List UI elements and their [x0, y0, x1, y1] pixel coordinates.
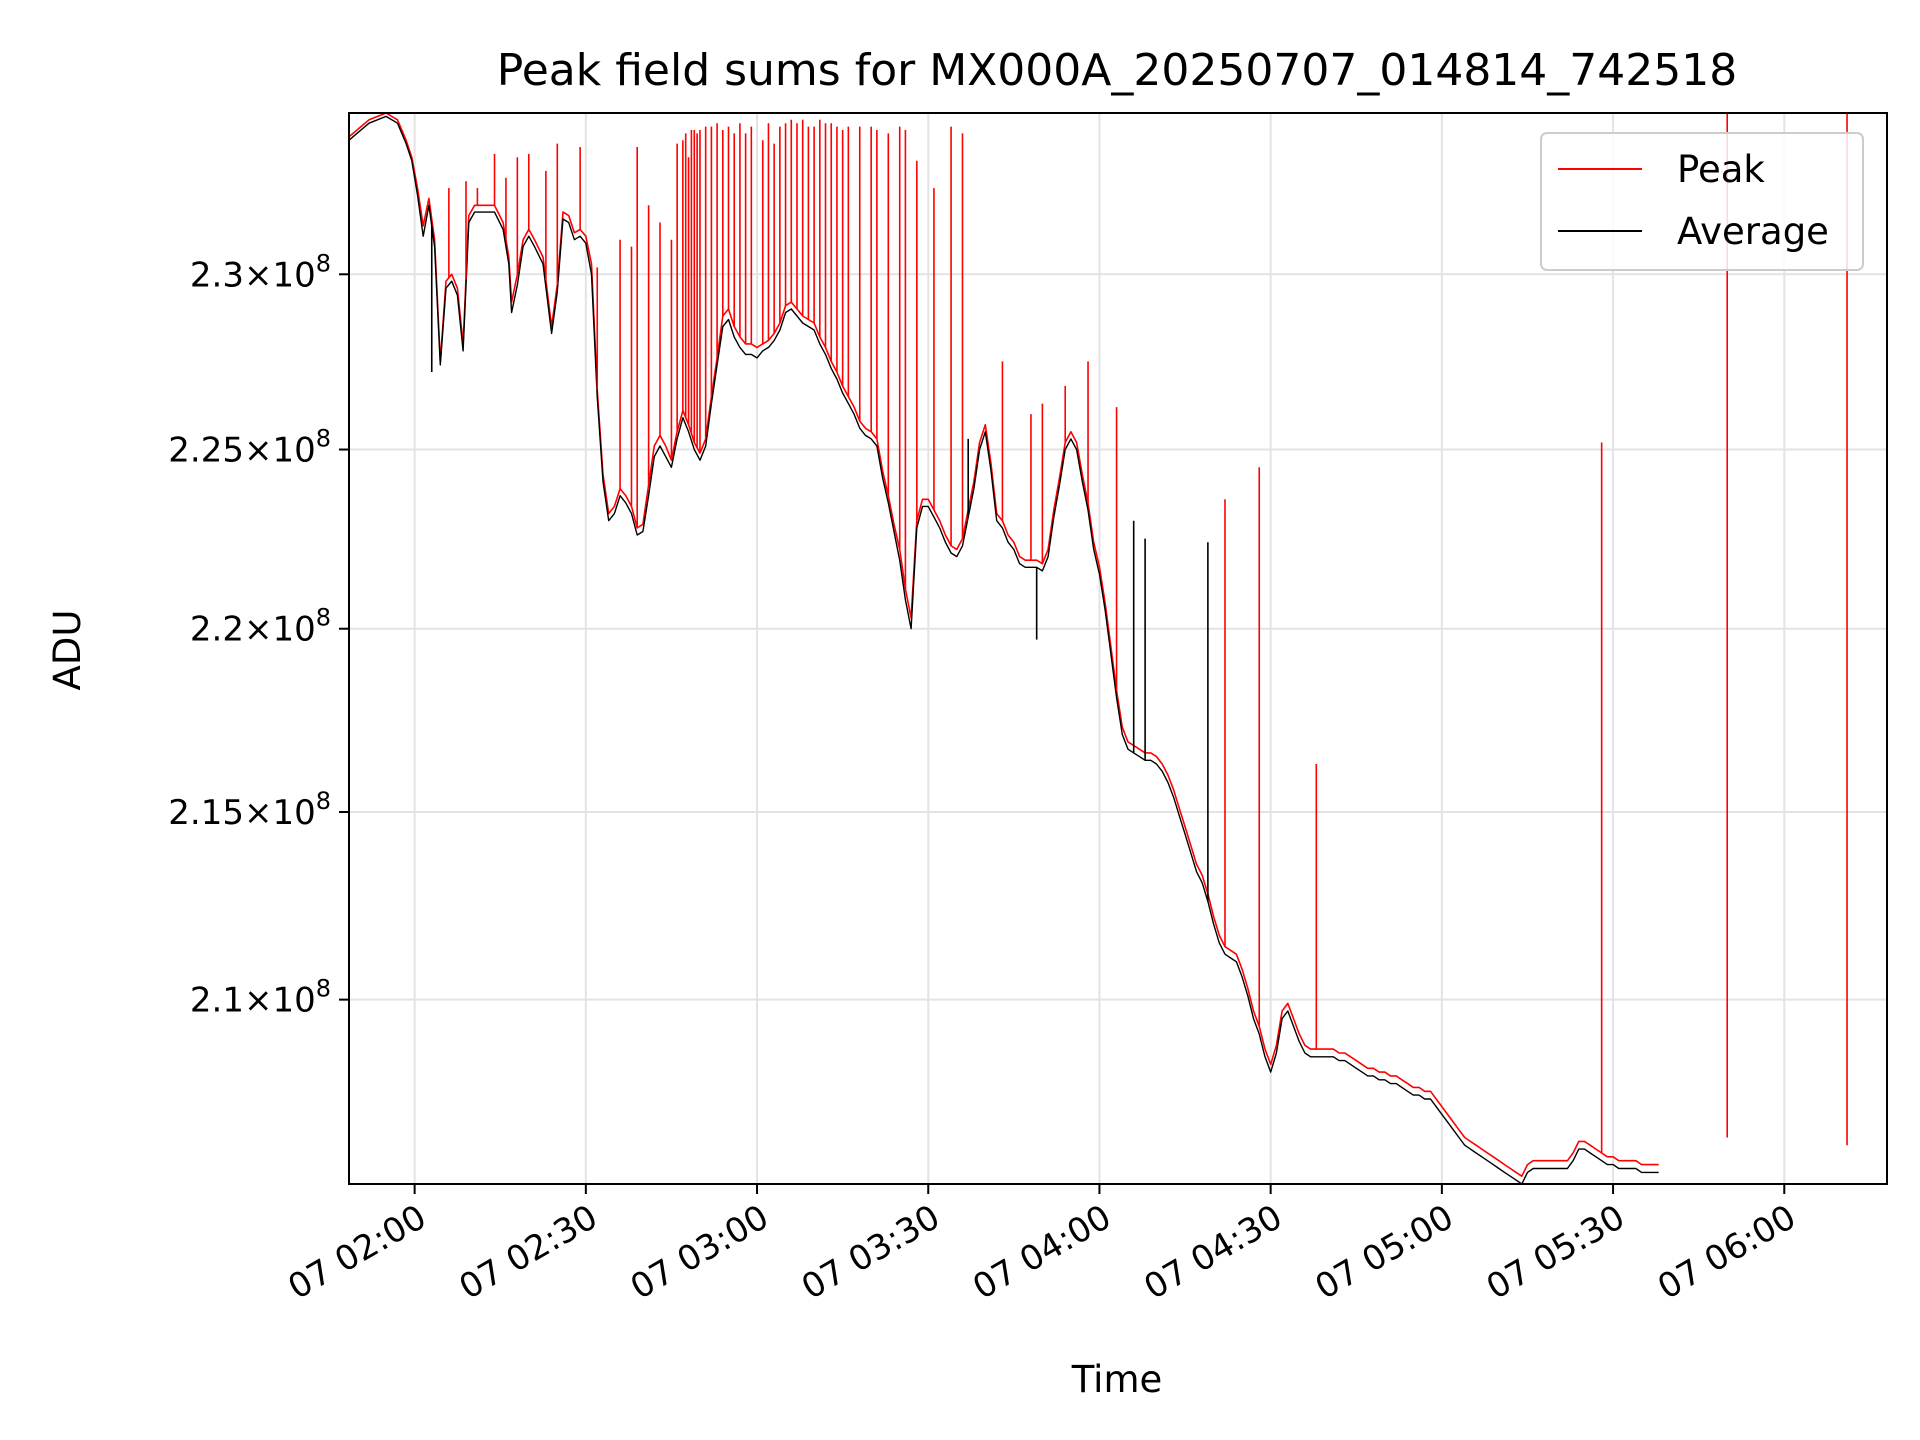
series-line-average: [349, 115, 1659, 1184]
series-layer: [349, 113, 1848, 1184]
y-tick-label: 2.1×108: [190, 975, 331, 1021]
x-axis-title: Time: [1071, 1358, 1163, 1401]
y-tick-label: 2.25×108: [168, 425, 331, 471]
chart-title: Peak field sums for MX000A_20250707_0148…: [497, 45, 1738, 96]
grid-layer: [349, 113, 1887, 1184]
legend: Peak Average: [1540, 132, 1864, 271]
y-axis: 2.1×108 2.15×108 2.2×108 2.25×108 2.3×108: [168, 249, 349, 1021]
legend-label-peak: Peak: [1677, 148, 1765, 191]
legend-label-average: Average: [1677, 210, 1829, 253]
y-axis-title: ADU: [46, 610, 89, 691]
legend-frame: [1540, 132, 1864, 271]
plot-frame: [348, 112, 1888, 1185]
series-line-peak: [349, 113, 1659, 1177]
y-tick-label: 2.3×108: [190, 249, 331, 295]
y-tick-label: 2.2×108: [190, 604, 331, 650]
y-tick-label: 2.15×108: [168, 787, 331, 833]
